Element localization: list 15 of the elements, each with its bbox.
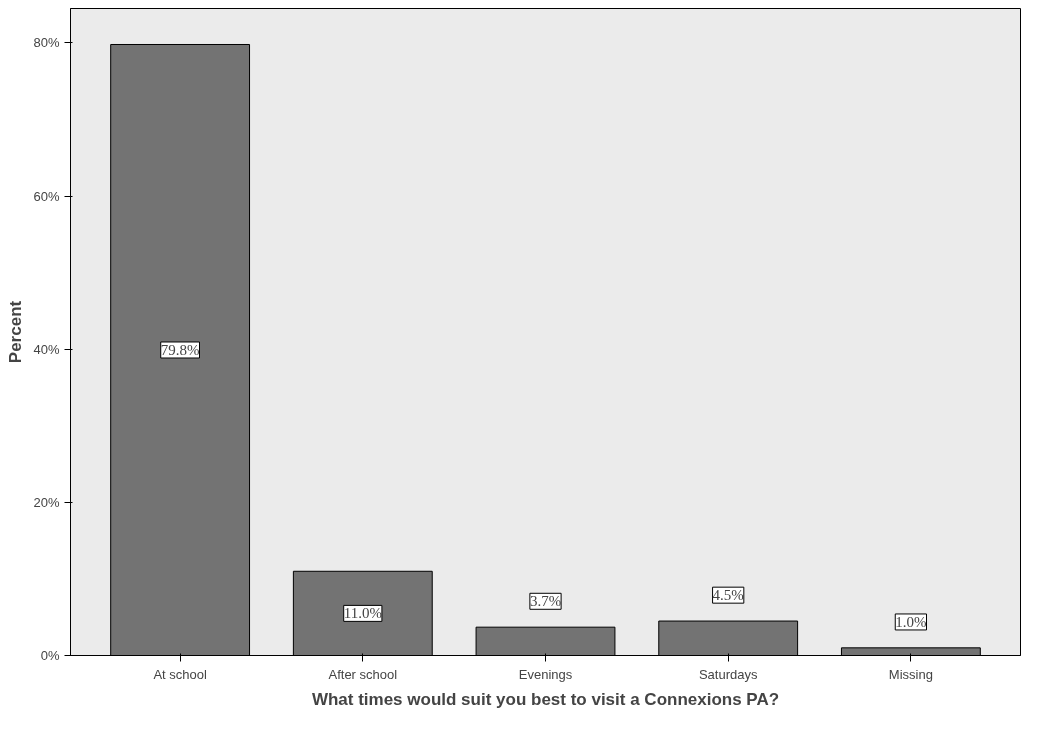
data-label: 1.0% bbox=[895, 613, 927, 630]
y-tick-label: 0% bbox=[40, 648, 60, 663]
y-tick-label: 40% bbox=[33, 341, 60, 357]
data-label: 79.8% bbox=[160, 341, 200, 358]
x-tick-label: Saturdays bbox=[698, 666, 758, 682]
x-tick-label: After school bbox=[328, 666, 398, 682]
x-axis-title: What times would suit you best to visit a Connexions PA? bbox=[311, 689, 780, 709]
y-tick-label: 80% bbox=[33, 35, 60, 51]
x-tick-label: Missing bbox=[888, 666, 933, 682]
y-tick-label: 20% bbox=[33, 494, 60, 510]
y-axis-title: Percent bbox=[6, 300, 26, 364]
x-tick-label: At school bbox=[153, 666, 207, 682]
data-label: 3.7% bbox=[529, 593, 562, 610]
y-tick-label: 60% bbox=[33, 188, 60, 204]
x-tick-label: Evenings bbox=[518, 666, 573, 682]
